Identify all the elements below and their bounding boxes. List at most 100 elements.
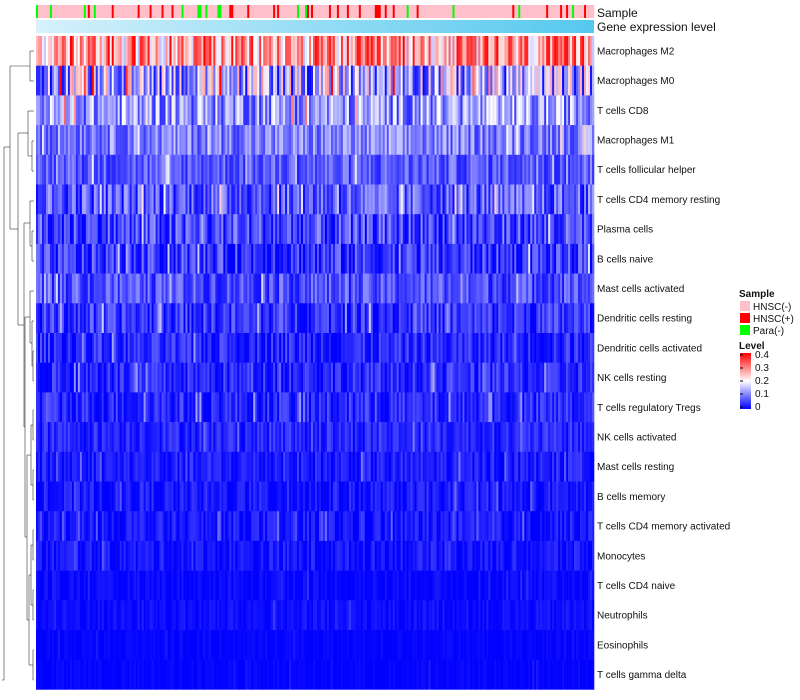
heatmap-cell [338,392,342,423]
heatmap-cell [582,303,585,334]
heatmap-cell [580,36,583,66]
heatmap-cell [85,362,89,393]
heatmap-cell [217,243,220,274]
heatmap-cell [548,362,551,393]
heatmap-cell [169,273,172,304]
heatmap-cell [474,392,477,423]
heatmap-cell [454,125,457,156]
heatmap-cell [378,451,382,482]
heatmap-cell [103,422,107,453]
heatmap-cell [542,451,545,482]
heatmap-cell [508,481,511,512]
heatmap-cell [520,422,523,453]
heatmap-cell [109,214,113,245]
heatmap-cell [414,95,417,126]
heatmap-cell [133,303,136,334]
heatmap-cell [115,243,118,274]
heatmap-cell [301,184,304,215]
heatmap-cell [558,333,561,363]
heatmap-cell [45,125,49,156]
heatmap-cell [568,333,571,363]
heatmap-cell [432,36,435,66]
heatmap-cell [105,303,109,334]
heatmap-cell [55,214,59,245]
heatmap-cell [546,36,549,66]
heatmap-cell [354,422,358,453]
heatmap-cell [554,303,557,334]
heatmap-cell [129,333,132,363]
heatmap-cell [73,243,77,274]
heatmap-cell [81,362,85,393]
sample-cell [123,5,126,18]
sample-cell [229,5,232,18]
heatmap-cell [470,422,473,453]
heatmap-cell [279,154,282,185]
heatmap-cell [235,214,238,245]
heatmap-cell [91,333,95,363]
heatmap-cell [175,125,178,156]
heatmap-cell [404,95,407,126]
heatmap-cell [348,451,352,482]
heatmap-cell [372,154,376,185]
heatmap-cell [207,451,210,482]
heatmap-cell [167,65,170,96]
heatmap-cell [512,95,515,126]
heatmap-cell [334,36,338,66]
heatmap-cell [309,214,312,245]
heatmap-cell [183,65,186,96]
heatmap-cell [410,95,413,126]
heatmap-cell [444,65,447,96]
heatmap-cell [428,95,431,126]
heatmap-cell [584,65,587,96]
sample-cell [71,5,75,18]
heatmap-cell [390,36,394,66]
heatmap-cell [259,362,262,393]
heatmap-cell [362,36,366,66]
heatmap-cell [129,481,132,512]
heatmap-cell [374,154,378,185]
heatmap-cell [149,243,152,274]
heatmap-cell [221,154,224,185]
heatmap-cell [356,303,360,334]
heatmap-cell [528,362,531,393]
heatmap-cell [241,451,244,482]
heatmap-cell [63,481,67,512]
heatmap-cell [75,481,79,512]
heatmap-cell [173,184,176,215]
heatmap-cell [43,154,47,185]
sample-cell [127,5,130,18]
heatmap-cell [127,481,130,512]
heatmap-cell [372,362,376,393]
heatmap-cell [211,392,214,423]
heatmap-cell [412,95,415,126]
heatmap-cell [522,214,525,245]
heatmap-cell [508,125,511,156]
sample-cell [81,5,85,18]
heatmap-cell [251,36,254,66]
heatmap-cell [213,511,216,542]
heatmap-cell [548,243,551,274]
heatmap-cell [422,451,425,482]
heatmap-cell [191,422,194,453]
heatmap-cell [354,303,358,334]
heatmap-cell [103,451,107,482]
heatmap-cell [452,481,455,512]
heatmap-cell [37,303,41,334]
heatmap-cell [420,273,423,304]
heatmap-cell [362,154,366,185]
heatmap-cell [582,392,585,423]
heatmap-cell [374,451,378,482]
heatmap-cell [540,243,543,274]
heatmap-cell [43,273,47,304]
heatmap-cell [121,214,124,245]
heatmap-cell [51,422,55,453]
heatmap-cell [432,95,435,126]
heatmap-cell [552,184,555,215]
heatmap-cell [305,422,308,453]
heatmap-cell [253,333,256,363]
heatmap-cell [171,303,174,334]
heatmap-cell [484,214,487,245]
heatmap-row [36,333,595,363]
heatmap-cell [402,243,405,274]
heatmap-cell [518,333,521,363]
